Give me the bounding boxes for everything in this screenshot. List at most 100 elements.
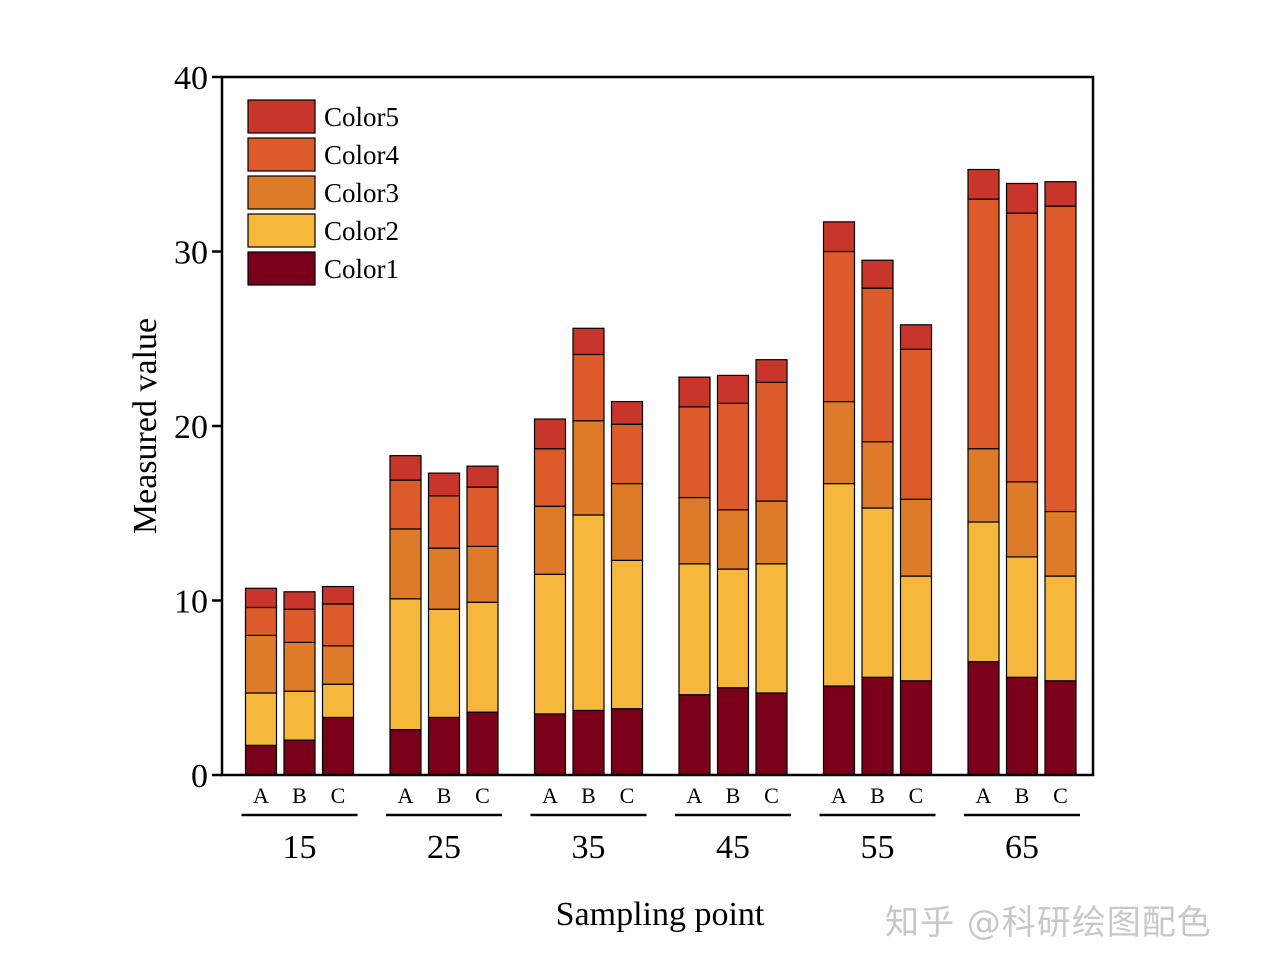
bar-segment-color4-45-A [678,406,711,499]
bar-segment-color3-65-A [967,448,1000,523]
bar-segment-color3-65-C [1044,510,1077,577]
x-subcategory-label: B [581,783,596,808]
bar-segment-color5-65-A [967,168,1000,200]
bar-segment-color5-55-C [899,324,933,350]
bar-segment-color3-35-A [533,505,567,575]
y-axis-label: Measured value [127,318,164,534]
bar-segment-color3-35-C [610,482,644,561]
bar-segment-color1-15-C [321,716,355,776]
watermark: 知乎 @科研绘图配色 [885,903,1212,943]
bar-segment-color5-35-C [610,400,644,425]
bar-segment-color4-35-A [533,448,567,507]
bars-layer [244,168,1077,776]
x-subcategory-label: A [542,783,558,808]
y-axis: 0 10 20 30 40 [174,60,222,795]
bar-segment-color3-15-A [244,634,278,694]
bar-segment-color1-65-B [1005,676,1039,776]
x-subcategory-label: C [909,783,924,808]
bar-segment-color2-15-C [321,683,355,719]
y-tick-label: 40 [174,60,208,97]
bar-segment-color3-15-C [321,645,355,685]
bar-segment-color5-45-B [716,374,750,404]
bar-segment-color3-55-B [861,441,894,509]
bar-segment-color4-65-B [1005,212,1039,483]
bar-segment-color3-25-C [466,545,499,603]
x-subcategory-label: B [726,783,741,808]
bar-segment-color4-55-A [822,250,856,403]
bar-segment-color2-45-B [716,568,750,689]
bar-segment-color1-35-B [572,709,605,776]
bar-segment-color4-15-C [321,603,355,647]
x-subcategory-label: B [870,783,885,808]
bar-segment-color2-65-C [1044,575,1077,682]
legend-swatch-color5 [247,99,316,134]
bar-segment-color2-15-A [244,692,278,746]
bar-segment-color4-35-C [610,423,644,485]
bar-segment-color4-25-C [466,486,499,548]
bar-segment-color1-65-A [967,660,1000,776]
legend-swatch-color1 [247,251,316,286]
bar-segment-color3-65-B [1005,481,1039,558]
bar-segment-color2-55-A [822,482,856,687]
bar-segment-color5-65-C [1044,181,1077,207]
y-tick-label: 20 [174,409,208,446]
bar-segment-color4-15-A [244,606,278,636]
legend-label-color1: Color1 [324,254,399,284]
x-axis-label: Sampling point [556,896,765,933]
bar-segment-color2-45-A [678,563,711,696]
bar-segment-color1-65-C [1044,680,1077,776]
bar-segment-color1-45-A [678,694,711,776]
x-subcategory-label: B [292,783,307,808]
bar-segment-color4-25-B [427,495,461,549]
bar-segment-color5-15-A [244,587,278,609]
bar-segment-color2-55-C [899,575,933,682]
bar-segment-color5-25-A [389,455,422,481]
x-subcategory-label: C [620,783,635,808]
x-group-label: 45 [716,829,750,866]
legend-label-color5: Color5 [324,102,399,132]
bar-segment-color1-45-C [755,692,788,776]
bar-segment-color2-25-B [427,608,461,719]
bar-segment-color2-25-A [389,598,422,731]
x-group-label: 55 [861,829,895,866]
bar-segment-color2-65-B [1005,556,1039,678]
x-subcategory-label: A [976,783,992,808]
legend-label-color2: Color2 [324,216,399,246]
legend-swatch-color3 [247,175,316,210]
x-subcategory-label: B [437,783,452,808]
bar-segment-color4-65-C [1044,205,1077,513]
x-group-label: 35 [572,829,606,866]
bar-segment-color3-45-A [678,496,711,565]
bar-segment-color2-65-A [967,521,1000,663]
bar-segment-color2-25-C [466,601,499,713]
bar-segment-color1-25-C [466,711,499,776]
bar-segment-color5-35-B [572,327,605,356]
bar-segment-color5-45-C [755,359,788,383]
x-subcategory-label: C [764,783,779,808]
bar-segment-color1-35-A [533,713,567,776]
y-tick-label: 0 [191,758,208,795]
x-subcategory-label: C [1053,783,1068,808]
x-subcategory-label: A [398,783,414,808]
bar-segment-color2-15-B [283,690,316,741]
bar-segment-color4-25-A [389,479,422,530]
bar-segment-color2-35-A [533,573,567,715]
bar-segment-color2-55-B [861,507,894,678]
bar-segment-color4-55-B [861,287,894,443]
bar-segment-color3-55-C [899,498,933,577]
bar-segment-color1-15-A [244,744,278,776]
bar-segment-color1-55-C [899,680,933,776]
bar-segment-color1-15-B [283,739,316,776]
bar-segment-color1-55-A [822,685,856,776]
bar-segment-color5-15-B [283,591,316,610]
bar-segment-color4-55-C [899,348,933,500]
bar-segment-color3-25-B [427,547,461,610]
bar-segment-color3-25-A [389,528,422,600]
bar-segment-color5-35-A [533,418,567,450]
bar-segment-color3-15-B [283,641,316,692]
legend-swatch-color4 [247,137,316,172]
bar-segment-color4-15-B [283,608,316,643]
legend-label-color4: Color4 [324,140,400,170]
